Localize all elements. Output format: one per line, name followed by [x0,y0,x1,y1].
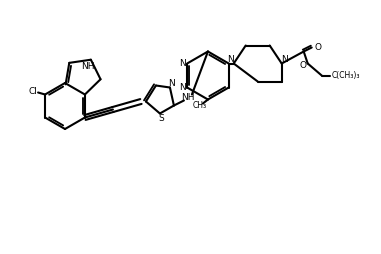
Text: N: N [179,59,186,68]
Text: N: N [281,55,288,64]
Text: Cl: Cl [29,87,37,96]
Text: N: N [179,83,186,92]
Text: CH₃: CH₃ [193,101,207,110]
Text: O: O [314,43,321,52]
Text: S: S [158,114,164,123]
Text: N: N [227,55,234,64]
Text: N: N [168,79,175,88]
Text: C(CH₃)₃: C(CH₃)₃ [332,71,360,80]
Text: O: O [299,61,306,70]
Text: NH: NH [81,62,94,71]
Text: NH: NH [181,93,195,102]
